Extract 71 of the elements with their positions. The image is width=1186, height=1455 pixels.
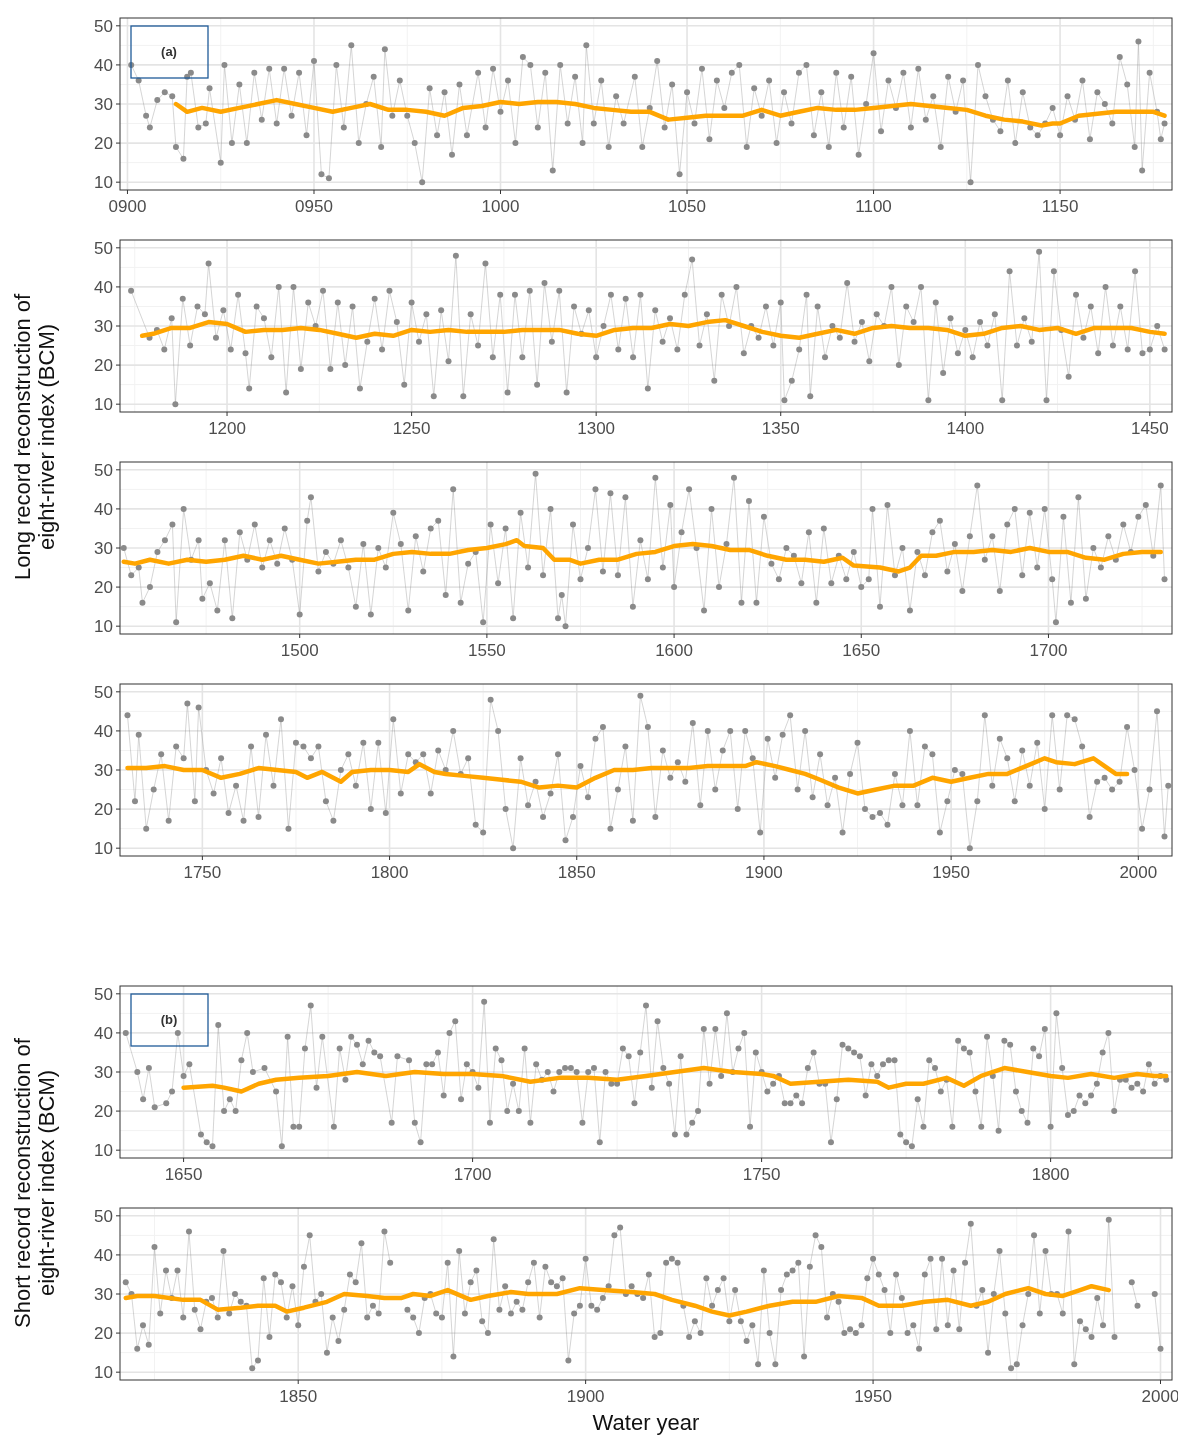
x-tick-label: 1450 <box>1130 419 1169 438</box>
y-tick-label: 40 <box>94 277 113 297</box>
annotation: (b) <box>160 1012 178 1027</box>
y-tick-label: 30 <box>94 317 113 336</box>
x-tick-label: 1750 <box>742 1165 781 1184</box>
x-tick-label: 1800 <box>1031 1165 1070 1184</box>
y-tick-label: 50 <box>94 1206 113 1226</box>
x-tick-label: 0950 <box>295 197 333 216</box>
annotation: (a) <box>161 44 177 59</box>
y-tick-label: 30 <box>94 1063 113 1082</box>
y-tick-label: 30 <box>94 1285 113 1304</box>
line-series <box>181 1065 1169 1094</box>
line-series <box>173 97 1167 128</box>
y-tick-label: 10 <box>94 1363 113 1383</box>
x-tick-label: 1700 <box>453 1165 492 1184</box>
y-tick-label: 30 <box>94 539 113 558</box>
y-tick-label: 20 <box>94 356 113 376</box>
y-tick-label: 40 <box>94 1245 113 1265</box>
x-tick-label: 1300 <box>577 419 616 438</box>
y-tick-label: 20 <box>94 1102 113 1122</box>
y-axis-title: Long record reconstruction of eight-river index (BCM) <box>10 293 59 581</box>
x-tick-label: 1850 <box>557 863 596 882</box>
x-tick-label: 2000 <box>1119 863 1158 882</box>
x-tick-label: 1750 <box>183 863 222 882</box>
x-tick-label: 1650 <box>164 1165 203 1184</box>
y-tick-label: 30 <box>94 761 113 780</box>
x-tick-label: 1500 <box>280 641 319 660</box>
y-tick-label: 10 <box>94 1141 113 1161</box>
y-tick-label: 50 <box>94 238 113 258</box>
line-series <box>125 756 1130 796</box>
y-tick-label: 20 <box>94 578 113 598</box>
x-tick-label: 1950 <box>854 1387 892 1406</box>
x-tick-label: 1200 <box>208 419 246 438</box>
y-tick-label: 10 <box>94 173 113 193</box>
x-tick-label: 0900 <box>108 197 147 216</box>
x-tick-label: 1150 <box>1041 197 1079 216</box>
x-tick-label: 1700 <box>1029 641 1068 660</box>
y-tick-label: 40 <box>94 721 113 741</box>
y-tick-label: 40 <box>94 499 113 519</box>
x-tick-label: 1000 <box>481 197 520 216</box>
y-tick-label: 40 <box>94 1023 113 1043</box>
x-axis-title: Water year <box>592 1410 700 1435</box>
y-tick-label: 20 <box>94 800 113 820</box>
y-tick-label: 20 <box>94 1324 113 1344</box>
x-tick-label: 1950 <box>932 863 971 882</box>
y-tick-label: 40 <box>94 55 113 75</box>
y-tick-label: 50 <box>94 682 113 702</box>
x-tick-label: 1800 <box>370 863 409 882</box>
x-tick-label: 1050 <box>668 197 706 216</box>
x-tick-label: 1250 <box>392 419 431 438</box>
x-tick-label: 1600 <box>655 641 693 660</box>
y-tick-label: 10 <box>94 839 113 859</box>
y-tick-label: 10 <box>94 617 113 637</box>
y-tick-label: 50 <box>94 460 113 480</box>
y-tick-label: 30 <box>94 95 113 114</box>
x-tick-label: 1650 <box>842 641 881 660</box>
y-tick-label: 20 <box>94 134 113 154</box>
y-axis-title: Short record reconstruction of eight-river index (BCM) <box>10 1037 59 1328</box>
line-series <box>123 1283 1112 1318</box>
y-tick-label: 10 <box>94 395 113 415</box>
x-tick-label: 1900 <box>566 1387 605 1406</box>
x-tick-label: 1350 <box>761 419 800 438</box>
x-tick-label: 2000 <box>1141 1387 1180 1406</box>
x-tick-label: 1550 <box>467 641 506 660</box>
y-tick-label: 50 <box>94 16 113 36</box>
x-tick-label: 1400 <box>946 419 985 438</box>
x-tick-label: 1850 <box>279 1387 318 1406</box>
line-series <box>139 317 1167 340</box>
y-tick-label: 50 <box>94 984 113 1004</box>
x-tick-label: 1900 <box>745 863 783 882</box>
x-tick-label: 1100 <box>855 197 892 216</box>
